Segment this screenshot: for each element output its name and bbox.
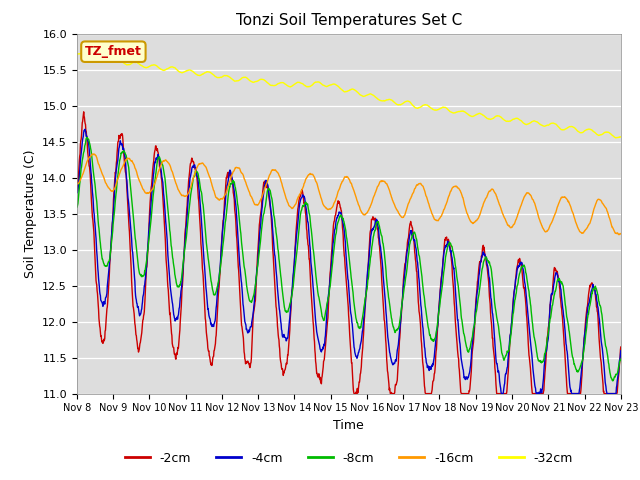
Y-axis label: Soil Temperature (C): Soil Temperature (C)	[24, 149, 36, 278]
Text: TZ_fmet: TZ_fmet	[85, 45, 142, 58]
Legend: -2cm, -4cm, -8cm, -16cm, -32cm: -2cm, -4cm, -8cm, -16cm, -32cm	[120, 447, 578, 469]
Title: Tonzi Soil Temperatures Set C: Tonzi Soil Temperatures Set C	[236, 13, 462, 28]
X-axis label: Time: Time	[333, 419, 364, 432]
